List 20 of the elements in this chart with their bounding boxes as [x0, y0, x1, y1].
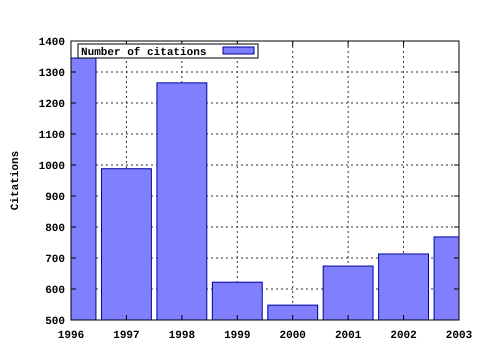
y-tick-label: 800 [45, 223, 65, 235]
legend-label: Number of citations [81, 46, 206, 59]
x-tick-label: 2001 [334, 330, 362, 342]
y-tick-label: 500 [45, 316, 65, 328]
y-tick-label: 1200 [38, 99, 65, 111]
x-tick-label: 2003 [446, 330, 473, 342]
y-tick-label: 1000 [38, 161, 65, 173]
x-tick-label: 1998 [168, 330, 196, 342]
y-tick-label: 700 [45, 254, 65, 266]
x-tick-label: 1996 [58, 330, 84, 342]
x-tick-label: 2002 [390, 330, 417, 342]
x-tick-label: 1999 [224, 330, 250, 342]
y-tick-label: 600 [45, 285, 65, 297]
y-tick-label: 1100 [38, 130, 65, 142]
x-tick-label: 2000 [280, 330, 306, 342]
x-tick-label: 1997 [113, 330, 140, 342]
y-axis-title: Citations [10, 150, 22, 210]
y-tick-label: 900 [45, 192, 65, 204]
y-tick-label: 1300 [38, 68, 65, 80]
y-tick-label: 1400 [38, 37, 65, 49]
